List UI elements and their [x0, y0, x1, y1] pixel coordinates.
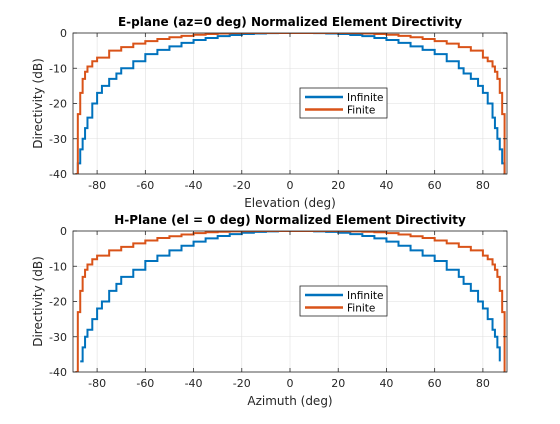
x-tick-label: 20: [331, 377, 345, 390]
x-tick-label: -20: [233, 377, 251, 390]
y-tick-label: -40: [49, 366, 67, 379]
subplot-2: -80 -60 -40 -20 0 20 40 60 80 -40 -30 -20 -10 0 H-Plan…: [31, 213, 508, 408]
x-tick-label: -80: [88, 377, 106, 390]
series-line-infinite: [75, 33, 506, 174]
chart-title: E-plane (az=0 deg) Normalized Element Di…: [118, 15, 462, 29]
y-tick-label: -30: [49, 331, 67, 344]
chart-title: H-Plane (el = 0 deg) Normalized Element …: [114, 213, 466, 227]
legend-label-finite: Finite: [347, 303, 375, 315]
y-axis-label: Directivity (dB): [31, 58, 45, 149]
x-tick-label: 40: [379, 179, 393, 192]
x-tick-label: 60: [428, 179, 442, 192]
y-tick-label: -20: [49, 98, 67, 111]
y-tick-label: -30: [49, 133, 67, 146]
series-line-finite: [75, 231, 506, 372]
x-tick-label: -60: [136, 179, 154, 192]
legend-box: [299, 87, 388, 119]
legend-label-finite: Finite: [347, 105, 375, 117]
x-tick-label: 80: [476, 179, 490, 192]
x-tick-label: -60: [136, 377, 154, 390]
legend-box: [299, 285, 388, 317]
x-tick-label: 0: [287, 377, 294, 390]
y-tick-label: 0: [60, 27, 67, 40]
x-tick-label: -80: [88, 179, 106, 192]
legend-label-infinite: Infinite: [347, 290, 384, 302]
y-axis-label: Directivity (dB): [31, 256, 45, 347]
x-tick-label: -40: [185, 377, 203, 390]
series-line-infinite: [80, 231, 501, 363]
legend-label-infinite: Infinite: [347, 92, 384, 104]
x-tick-label: -20: [233, 179, 251, 192]
x-tick-label: 20: [331, 179, 345, 192]
series-line-finite: [75, 33, 506, 174]
x-tick-label: 60: [428, 377, 442, 390]
y-tick-label: -20: [49, 296, 67, 309]
x-axis-label: Azimuth (deg): [247, 394, 332, 408]
x-tick-label: 40: [379, 377, 393, 390]
x-tick-label: 80: [476, 377, 490, 390]
y-tick-label: -10: [49, 62, 67, 75]
y-tick-label: -10: [49, 260, 67, 273]
x-tick-label: -40: [185, 179, 203, 192]
x-axis-label: Elevation (deg): [244, 196, 336, 210]
x-tick-label: 0: [287, 179, 294, 192]
y-tick-label: -40: [49, 168, 67, 181]
y-tick-label: 0: [60, 225, 67, 238]
subplot-1: -80 -60 -40 -20 0 20 40 60 80 -40 -30 -20 -10 0 E-plan…: [31, 15, 508, 210]
